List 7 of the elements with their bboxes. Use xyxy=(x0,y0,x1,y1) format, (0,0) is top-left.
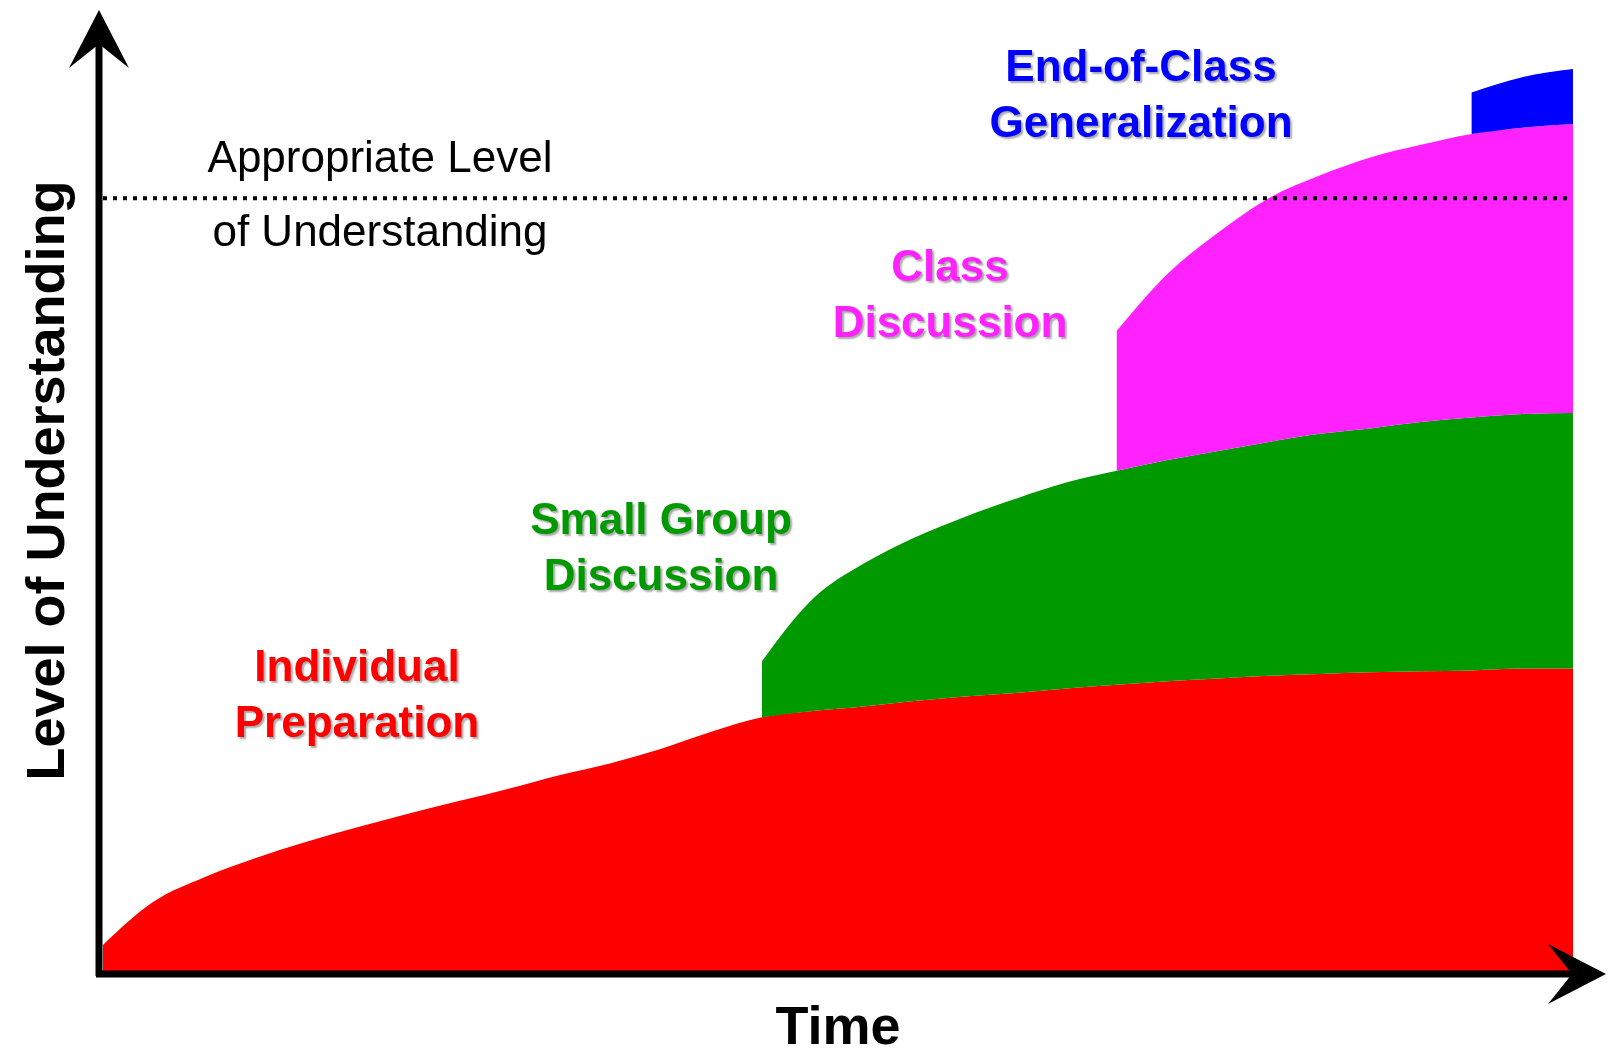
y-axis-title: Level of Understanding xyxy=(15,180,75,781)
series-label: Small Group Discussion xyxy=(529,493,793,601)
x-axis-title: Time xyxy=(775,995,901,1055)
ref-line-label: Appropriate Level of Understanding xyxy=(207,132,553,256)
series-label: Individual Preparation xyxy=(233,640,481,748)
text: End-of-Class Generalization xyxy=(988,40,1294,148)
series-label: Class Discussion xyxy=(831,240,1069,348)
